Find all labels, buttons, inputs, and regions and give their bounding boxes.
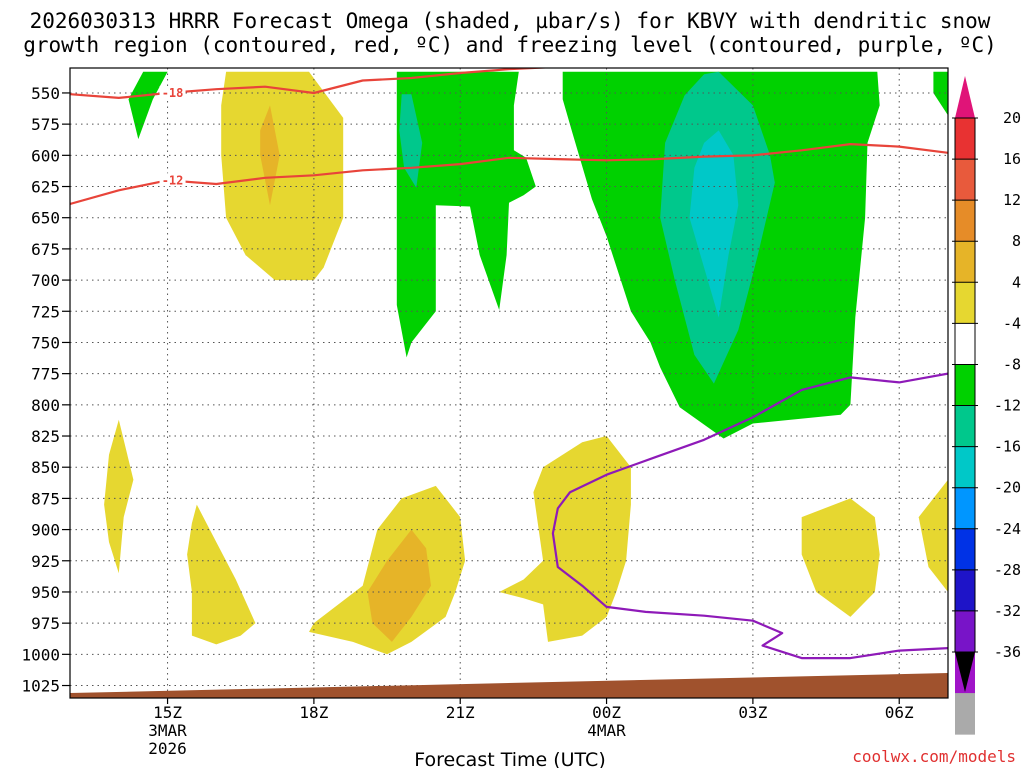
colorbar-swatch-14: [955, 693, 975, 735]
colorbar-swatch-0: [955, 118, 975, 160]
omega-region-15: [367, 529, 431, 642]
chart-title-line1: 2026030313 HRRR Forecast Omega (shaded, …: [30, 9, 991, 33]
y-tick-label-3: 625: [31, 178, 60, 197]
y-tick-label-6: 700: [31, 271, 60, 290]
y-tick-label-15: 925: [31, 552, 60, 571]
credit-link[interactable]: coolwx.com/models: [852, 747, 1016, 766]
x-tick-label-2-0: 21Z: [446, 703, 475, 722]
colorbar-swatch-6: [955, 364, 975, 407]
colorbar-swatch-3: [955, 241, 975, 283]
y-tick-label-14: 900: [31, 521, 60, 540]
colorbar-swatch-8: [955, 446, 975, 489]
y-tick-label-18: 1000: [21, 645, 60, 664]
y-axis: 550 575 600 625 650 675 700 725 750 775 800 825 850 8…: [21, 84, 70, 696]
plot-frame: [69, 67, 949, 699]
contour-line-2: [551, 372, 948, 660]
omega-region-13: [918, 479, 948, 592]
contour-label-1: -12: [162, 173, 184, 187]
contour-label-bg-1: [159, 173, 186, 187]
omega-region-0: [128, 71, 168, 140]
colorbar-label-3: 8: [1012, 232, 1021, 250]
terrain-band: [70, 673, 948, 698]
colorbar-label-8: -16: [994, 438, 1021, 456]
colorbar-top-arrow: [955, 76, 975, 118]
contour-line-1: [70, 143, 948, 206]
omega-region-9: [187, 504, 256, 645]
y-tick-label-2: 600: [31, 146, 60, 165]
y-tick-label-5: 675: [31, 240, 60, 259]
colorbar-swatch-10: [955, 528, 975, 571]
y-tick-label-9: 775: [31, 365, 60, 384]
omega-region-14: [260, 105, 280, 206]
y-tick-label-0: 550: [31, 84, 60, 103]
colorbar-swatch-11: [955, 569, 975, 612]
omega-region-4: [399, 94, 423, 188]
x-tick-label-1-0: 18Z: [299, 703, 328, 722]
x-tick-label-0-0: 15Z: [153, 703, 182, 722]
contour-label-0: -18: [162, 86, 184, 100]
y-tick-label-10: 800: [31, 396, 60, 415]
y-tick-label-12: 850: [31, 458, 60, 477]
x-tick-label-0-1: 3MAR: [148, 721, 187, 740]
chart-title-line2: growth region (contoured, red, ºC) and f…: [23, 33, 997, 57]
colorbar-label-0: 20: [1003, 109, 1021, 127]
x-tick-label-3-0: 00Z: [592, 703, 621, 722]
colorbar-label-11: -28: [994, 561, 1021, 579]
colorbar-swatch-5: [955, 323, 975, 365]
x-tick-label-4-0: 03Z: [738, 703, 767, 722]
y-tick-label-1: 575: [31, 115, 60, 134]
colorbar-swatch-12: [955, 610, 975, 653]
y-tick-label-11: 825: [31, 427, 60, 446]
terrain: [70, 673, 948, 698]
plot-area: -18 -12: [70, 68, 948, 698]
y-tick-label-19: 1025: [21, 677, 60, 696]
colorbar: 20 16 12 8 4 -4 -8 -12 -16 -20 -24 -28 -32 -36: [952, 76, 1021, 735]
y-tick-label-16: 950: [31, 583, 60, 602]
colorbar-label-2: 12: [1003, 191, 1021, 209]
colorbar-swatch-7: [955, 405, 975, 448]
colorbar-bottom-arrow: [955, 652, 975, 692]
y-tick-label-17: 975: [31, 614, 60, 633]
x-tick-label-3-1: 4MAR: [587, 721, 626, 740]
colorbar-label-5: -4: [1003, 314, 1021, 332]
omega-region-8: [104, 419, 134, 574]
x-axis-label: Forecast Time (UTC): [414, 749, 605, 768]
x-tick-label-0-2: 2026: [148, 739, 187, 758]
colorbar-swatch-2: [955, 200, 975, 242]
y-tick-label-7: 725: [31, 302, 60, 321]
colorbar-label-12: -32: [994, 602, 1021, 620]
omega-region-1: [396, 71, 536, 358]
colorbar-label-7: -12: [994, 397, 1021, 415]
colorbar-label-4: 4: [1012, 273, 1021, 291]
y-tick-label-8: 750: [31, 333, 60, 352]
y-tick-label-4: 650: [31, 209, 60, 228]
colorbar-swatch-9: [955, 487, 975, 530]
contour-label-bg-0: [159, 85, 186, 99]
omega-region-11: [499, 436, 631, 642]
omega-region-12: [801, 498, 880, 617]
omega-region-6: [689, 130, 739, 318]
colorbar-swatch-4: [955, 282, 975, 324]
x-tick-label-5-0: 06Z: [885, 703, 914, 722]
colorbar-label-10: -24: [994, 520, 1021, 538]
omega-region-3: [933, 71, 948, 116]
colorbar-label-6: -8: [1003, 355, 1021, 373]
colorbar-label-1: 16: [1003, 150, 1021, 168]
contour-lines: -18 -12: [70, 68, 948, 660]
gridlines: [70, 68, 948, 698]
contour-line-0: [70, 68, 556, 100]
colorbar-label-13: -36: [994, 643, 1021, 661]
y-tick-label-13: 875: [31, 489, 60, 508]
colorbar-swatch-1: [955, 159, 975, 201]
colorbar-label-9: -20: [994, 479, 1021, 497]
